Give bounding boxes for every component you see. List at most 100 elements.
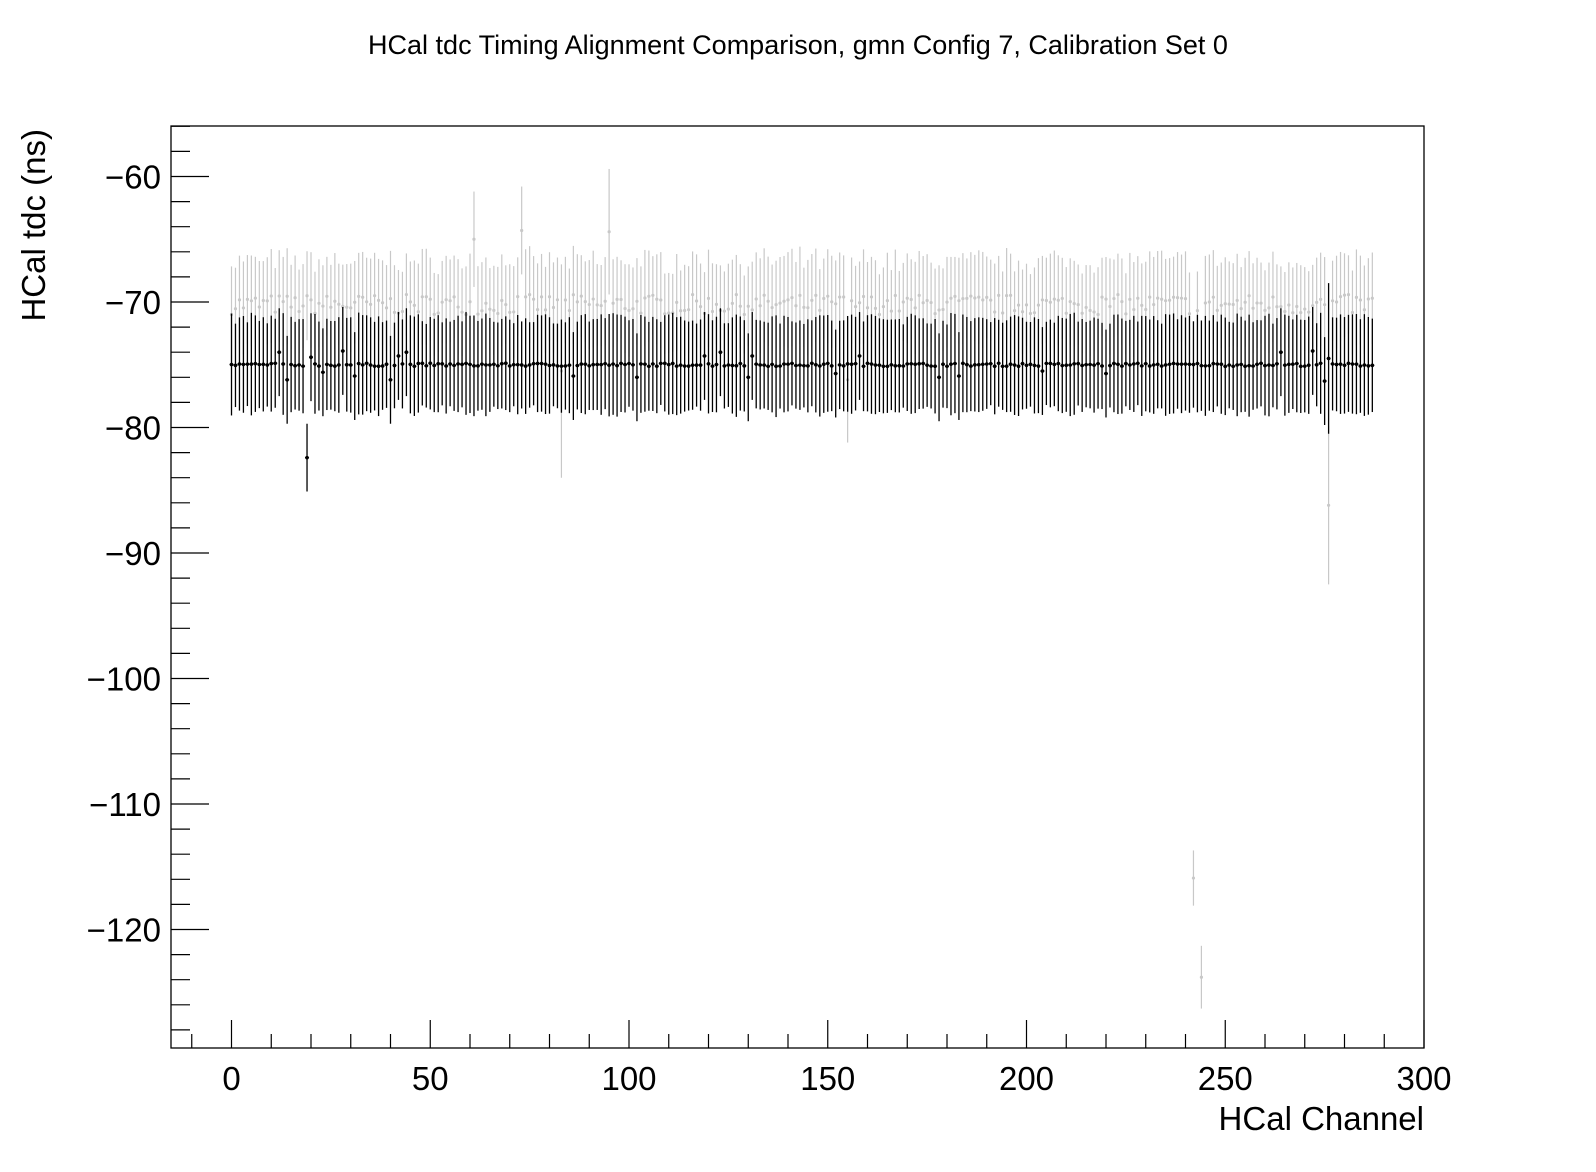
data-point: [1120, 364, 1124, 368]
data-point: [321, 370, 325, 375]
data-point: [1052, 297, 1056, 301]
data-point: [1020, 310, 1025, 314]
data-point: [281, 362, 285, 366]
data-point: [595, 303, 599, 307]
data-point: [1028, 362, 1033, 367]
data-point: [810, 298, 814, 302]
data-point: [1056, 298, 1060, 302]
x-tick-label: 200: [999, 1060, 1054, 1097]
data-point: [989, 298, 993, 302]
data-point: [317, 364, 321, 368]
data-point: [850, 299, 854, 303]
data-point: [329, 363, 333, 368]
data-point: [535, 307, 540, 312]
data-point: [1084, 305, 1088, 310]
data-point: [500, 361, 504, 366]
data-point: [758, 304, 762, 308]
data-point: [1016, 303, 1021, 307]
data-point: [1330, 299, 1335, 303]
data-point: [364, 361, 369, 366]
data-point: [1116, 362, 1120, 367]
data-point: [1187, 362, 1192, 367]
data-point: [742, 364, 747, 368]
data-point: [241, 362, 246, 367]
data-point: [309, 298, 313, 302]
data-point: [734, 292, 738, 297]
data-point: [1171, 361, 1176, 366]
data-point: [965, 362, 969, 367]
data-point: [659, 361, 663, 366]
data-point: [1191, 876, 1196, 880]
y-tick-label: −60: [105, 159, 161, 196]
data-point: [818, 308, 822, 312]
data-point: [452, 363, 456, 368]
data-point: [1350, 310, 1355, 315]
data-point: [619, 361, 623, 366]
data-point: [1124, 361, 1128, 366]
data-point: [591, 297, 595, 301]
data-point: [1235, 363, 1239, 367]
data-point: [1144, 307, 1148, 312]
data-point: [539, 361, 544, 366]
data-point: [1164, 299, 1168, 303]
data-point: [313, 362, 317, 366]
data-point: [746, 304, 750, 308]
x-tick-label: 0: [222, 1060, 240, 1097]
data-point: [575, 363, 580, 368]
data-point: [1044, 298, 1048, 303]
data-point: [710, 309, 715, 314]
data-point: [257, 305, 261, 309]
data-point: [615, 297, 619, 301]
data-point: [1060, 363, 1065, 368]
data-point: [551, 363, 556, 367]
data-point: [738, 304, 742, 308]
data-point: [623, 362, 627, 367]
data-point: [1096, 361, 1100, 366]
series-gray-points: [229, 168, 1374, 1009]
data-point: [1354, 295, 1359, 299]
data-point: [428, 297, 432, 301]
data-point: [511, 362, 516, 367]
data-point: [1004, 364, 1009, 368]
data-point: [670, 361, 675, 366]
data-point: [341, 304, 345, 309]
data-point: [408, 362, 413, 367]
data-point: [957, 299, 961, 303]
data-point: [1032, 363, 1037, 368]
data-point: [1005, 294, 1009, 298]
data-point: [365, 300, 369, 304]
data-point: [285, 294, 289, 298]
data-point: [404, 292, 408, 297]
data-point: [794, 363, 798, 368]
data-point: [1179, 296, 1184, 300]
data-point: [1072, 302, 1076, 306]
data-point: [913, 362, 917, 367]
data-point: [468, 300, 472, 304]
data-point: [1132, 307, 1136, 312]
data-point: [583, 299, 587, 304]
data-point: [929, 300, 933, 305]
data-point: [400, 362, 405, 366]
data-point: [885, 364, 890, 369]
data-point: [889, 309, 893, 313]
data-point: [746, 375, 751, 380]
data-point: [368, 363, 373, 367]
data-point: [913, 306, 917, 310]
data-point: [782, 299, 786, 303]
data-point: [1231, 364, 1235, 369]
data-point: [691, 292, 695, 297]
data-point: [535, 361, 540, 366]
data-point: [623, 306, 627, 311]
data-point: [1275, 361, 1279, 366]
data-point: [1287, 362, 1291, 367]
data-point: [1183, 296, 1188, 301]
data-point: [1247, 363, 1251, 368]
data-point: [1239, 306, 1243, 311]
data-point: [921, 301, 925, 305]
data-point: [1263, 363, 1267, 368]
data-point: [1084, 362, 1088, 367]
data-point: [460, 362, 464, 367]
data-point: [492, 362, 496, 367]
data-point: [1243, 300, 1247, 304]
data-point: [1175, 295, 1180, 300]
